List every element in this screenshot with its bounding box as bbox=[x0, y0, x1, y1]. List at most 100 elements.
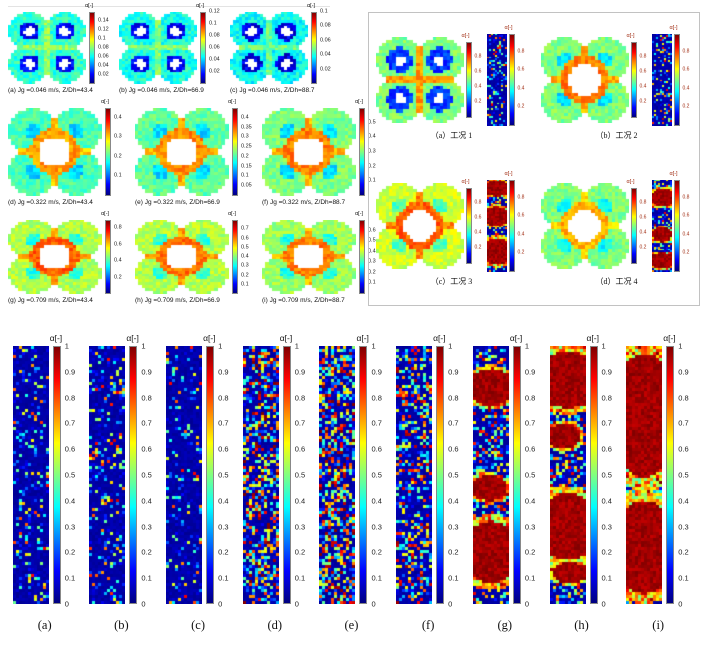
colorbar-tick: 0.4 bbox=[639, 83, 647, 90]
colorbar-tick: 0.4 bbox=[241, 253, 249, 260]
colorbar-tick: 0.2 bbox=[474, 98, 482, 105]
colorbar-tick: 0.1 bbox=[114, 172, 122, 179]
colorbar-tick: 0.6 bbox=[64, 444, 76, 454]
colorbar-tick: 0.4 bbox=[114, 114, 122, 121]
grid-row-1: α[-] 0.14 0.12 0.1 0.08 0.06 0.04 0.02 (a) Jg =… bbox=[8, 3, 364, 94]
colorbar-tick: 0.5 bbox=[601, 470, 612, 480]
strip-label: (c) bbox=[191, 618, 205, 632]
strip-group-h: α[-] 1 0.9 0.8 0.7 0.6 0.5 0.4 0.3 0.2 0.1 0 (h) bbox=[549, 330, 614, 633]
colorbar-tick: 0.8 bbox=[474, 199, 482, 206]
colorbar-label: α[-] bbox=[101, 211, 110, 217]
strip-label: (h) bbox=[574, 618, 589, 632]
axial-strip-heatmap bbox=[242, 346, 279, 604]
colorbar-tick: 0.9 bbox=[448, 367, 459, 377]
colorbar-tick: 0.7 bbox=[64, 418, 76, 428]
colorbar-tick: 0.4 bbox=[517, 231, 525, 238]
colorbar-gradient bbox=[673, 33, 680, 126]
colorbar-tick: 0.1 bbox=[601, 573, 612, 583]
colorbar-tick: 0.2 bbox=[141, 547, 152, 557]
colorbar-label: α[-] bbox=[509, 333, 523, 343]
colorbar-tick: 0.9 bbox=[218, 367, 229, 377]
colorbar: α[-] 1 0.9 0.8 0.7 0.6 0.5 0.4 0.3 0.2 0.1 0 bbox=[587, 333, 612, 607]
grid-row-3: α[-] 0.8 0.6 0.4 0.2 (g) Jg =0.709 m/s, Z/Dh… bbox=[8, 211, 376, 304]
colorbar-tick: 0.5 bbox=[368, 237, 376, 244]
colorbar-tick: 0.1 bbox=[678, 573, 689, 583]
colorbar-tick: 0.2 bbox=[517, 103, 525, 110]
colorbar-tick: 0.02 bbox=[320, 65, 331, 72]
colorbar-tick: 0.9 bbox=[294, 367, 306, 377]
colorbar-tick: 1 bbox=[524, 341, 529, 351]
colorbar-tick: 0.4 bbox=[474, 83, 482, 90]
colorbar-tick: 0.1 bbox=[371, 573, 382, 583]
axial-strip-heatmap bbox=[651, 33, 672, 126]
colorbar-tick: 0.7 bbox=[241, 225, 249, 232]
page-rule-divider bbox=[8, 6, 330, 7]
colorbar-tick: 0.9 bbox=[141, 367, 152, 377]
colorbar-tick: 0.04 bbox=[98, 62, 109, 69]
colorbar-tick: 0.1 bbox=[320, 8, 328, 15]
colorbar: α[-] 0.8 0.6 0.4 0.2 bbox=[505, 171, 524, 272]
colorbar-tick: 0.2 bbox=[218, 547, 229, 557]
colorbar-tick: 1 bbox=[218, 341, 223, 351]
colorbar-gradient bbox=[589, 346, 598, 604]
axial-strip-series: α[-] 1 0.9 0.8 0.7 0.6 0.5 0.4 0.3 0.2 0.1 0 (a) α[… bbox=[0, 330, 703, 633]
colorbar-tick: 0 bbox=[601, 599, 606, 609]
colorbar-tick: 1 bbox=[601, 341, 606, 351]
colorbar-tick: 0.2 bbox=[639, 98, 647, 105]
axial-strip-heatmap bbox=[89, 346, 126, 604]
strip-group-f: α[-] 1 0.9 0.8 0.7 0.6 0.5 0.4 0.3 0.2 0.1 0 (f) bbox=[396, 330, 460, 633]
colorbar: α[-] 0.12 0.1 0.08 0.06 0.04 0.02 bbox=[196, 3, 220, 84]
colorbar-gradient bbox=[232, 108, 238, 196]
colorbar-tick: 0.7 bbox=[294, 418, 306, 428]
panel-caption: (c) Jg =0.046 m/s, Z/Dh=88.7 bbox=[230, 87, 315, 94]
colorbar-tick: 0.3 bbox=[241, 133, 249, 140]
colorbar: α[-] 0.14 0.12 0.1 0.08 0.06 0.04 0.02 bbox=[85, 3, 109, 84]
colorbar-label: α[-] bbox=[203, 333, 216, 343]
colorbar: α[-] 0.8 0.6 0.4 0.2 bbox=[627, 33, 646, 118]
colorbar-tick: 0.4 bbox=[448, 496, 459, 506]
colorbar-tick: 0.6 bbox=[368, 226, 376, 233]
colorbar-gradient bbox=[105, 108, 111, 196]
colorbar-tick: 0.2 bbox=[474, 244, 482, 251]
cross-section-heatmap bbox=[540, 182, 629, 269]
heatmap-panel-a: α[-] 0.14 0.12 0.1 0.08 0.06 0.04 0.02 (a) Jg =… bbox=[8, 3, 111, 94]
panel-caption: （b）工况 2 bbox=[595, 130, 638, 140]
colorbar-tick: 0.04 bbox=[320, 51, 331, 58]
colorbar-tick: 0 bbox=[371, 599, 376, 609]
colorbar: α[-] 0.8 0.6 0.4 0.2 bbox=[462, 179, 481, 264]
strip-group-g: α[-] 1 0.9 0.8 0.7 0.6 0.5 0.4 0.3 0.2 0.1 0 (g) bbox=[472, 330, 537, 633]
colorbar-tick: 0.2 bbox=[241, 271, 249, 278]
colorbar-tick: 0.8 bbox=[682, 48, 690, 55]
cross-section-heatmap bbox=[540, 36, 629, 123]
axial-height-comparison-grid: α[-] 0.14 0.12 0.1 0.08 0.06 0.04 0.02 (a) Jg =… bbox=[8, 3, 376, 318]
colorbar-tick: 0.4 bbox=[601, 496, 612, 506]
colorbar-tick: 0.2 bbox=[371, 547, 382, 557]
colorbar-tick: 0.7 bbox=[448, 418, 459, 428]
colorbar-tick: 0.4 bbox=[524, 496, 536, 506]
colorbar-gradient bbox=[630, 41, 637, 118]
grid-row-2: α[-] 0.4 0.3 0.2 0.1 (d) Jg =0.322 m/s, Z/Dh… bbox=[8, 99, 376, 206]
strip-group-a: α[-] 1 0.9 0.8 0.7 0.6 0.5 0.4 0.3 0.2 0.1 0 (a) bbox=[12, 330, 77, 633]
strip-group-i: α[-] 1 0.9 0.8 0.7 0.6 0.5 0.4 0.3 0.2 0.1 0 (i) bbox=[626, 330, 690, 633]
colorbar-tick: 0.9 bbox=[371, 367, 382, 377]
colorbar-tick: 0.8 bbox=[678, 392, 689, 402]
colorbar-tick: 0.2 bbox=[601, 547, 612, 557]
panel-caption: （c）工况 3 bbox=[430, 276, 473, 286]
colorbar-tick: 0.4 bbox=[368, 247, 376, 254]
panel-caption: (d) Jg =0.322 m/s, Z/Dh=43.4 bbox=[8, 199, 93, 206]
colorbar-tick: 0.08 bbox=[320, 22, 331, 29]
colorbar-tick: 0.1 bbox=[524, 573, 536, 583]
colorbar-tick: 0.08 bbox=[209, 32, 220, 39]
colorbar-tick: 0 bbox=[524, 599, 529, 609]
colorbar-tick: 0.8 bbox=[114, 224, 122, 231]
condition-cell-1: α[-] 0.8 0.6 0.4 0.2 α[-] 0.8 0.6 0.4 0.2 （a）工况 … bbox=[369, 13, 534, 159]
colorbar-label: α[-] bbox=[355, 99, 364, 105]
strip-label: (a) bbox=[37, 618, 52, 632]
colorbar-tick: 0.12 bbox=[209, 8, 220, 15]
working-condition-grid: α[-] 0.8 0.6 0.4 0.2 α[-] 0.8 0.6 0.4 0.2 （a）工况 … bbox=[368, 12, 700, 306]
colorbar-tick: 0.4 bbox=[218, 496, 229, 506]
colorbar-tick: 0.5 bbox=[371, 470, 382, 480]
colorbar-tick: 0.6 bbox=[218, 444, 229, 454]
colorbar-tick: 0.15 bbox=[241, 162, 252, 169]
colorbar-tick: 0.1 bbox=[98, 35, 106, 42]
